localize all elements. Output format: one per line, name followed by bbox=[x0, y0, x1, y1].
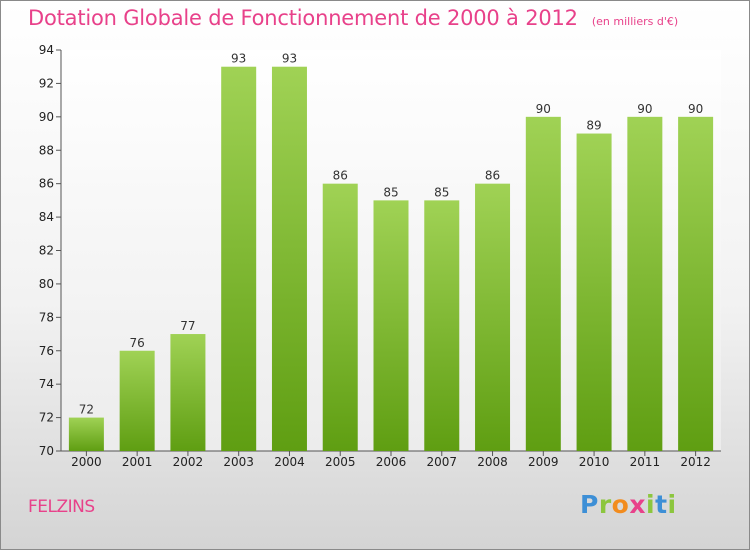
data-labels-group: 72 76 77 93 93 86 85 85 86 90 89 90 90 bbox=[79, 52, 704, 417]
y-tick-label: 70 bbox=[39, 444, 54, 458]
data-label-2011: 90 bbox=[637, 102, 652, 116]
data-label-2001: 76 bbox=[130, 336, 145, 350]
data-label-2003: 93 bbox=[231, 52, 246, 66]
data-label-2010: 89 bbox=[586, 119, 601, 133]
data-label-2006: 85 bbox=[383, 185, 398, 199]
bar-2000 bbox=[68, 417, 104, 451]
x-tick-label: 2011 bbox=[630, 455, 661, 469]
chart-title: Dotation Globale de Fonctionnement de 20… bbox=[28, 6, 678, 30]
bar-2010 bbox=[576, 133, 612, 451]
y-tick-label: 88 bbox=[39, 143, 54, 157]
chart-title-text: Dotation Globale de Fonctionnement de 20… bbox=[28, 6, 578, 30]
data-label-2004: 93 bbox=[282, 52, 297, 66]
x-tick-label: 2002 bbox=[173, 455, 204, 469]
x-tick-label: 2007 bbox=[426, 455, 457, 469]
x-tick-label: 2003 bbox=[223, 455, 254, 469]
y-tick-label: 82 bbox=[39, 244, 54, 258]
chart-subtitle: (en milliers d'€) bbox=[591, 15, 679, 28]
y-tick-label: 90 bbox=[39, 110, 54, 124]
bar-2012 bbox=[678, 116, 714, 451]
y-tick-label: 72 bbox=[39, 411, 54, 425]
bar-2005 bbox=[322, 183, 358, 451]
y-tick-label: 86 bbox=[39, 177, 54, 191]
bar-2003 bbox=[221, 66, 257, 451]
bar-2006 bbox=[373, 200, 409, 451]
y-tick-label: 84 bbox=[39, 210, 54, 224]
y-tick-label: 74 bbox=[39, 377, 54, 391]
x-tick-label: 2010 bbox=[579, 455, 610, 469]
bar-2011 bbox=[627, 116, 663, 451]
x-tick-label: 2005 bbox=[325, 455, 356, 469]
commune-name: FELZINS bbox=[28, 497, 95, 517]
y-axis: 70 72 74 76 78 80 82 84 86 88 90 92 94 bbox=[39, 43, 62, 458]
x-axis: 2000 2001 2002 2003 2004 2005 2006 2007 2008 2009… bbox=[61, 450, 721, 469]
logo-letter: P bbox=[580, 490, 599, 519]
data-label-2002: 77 bbox=[180, 319, 195, 333]
bar-2001 bbox=[119, 350, 155, 451]
y-tick-label: 78 bbox=[39, 310, 54, 324]
x-tick-label: 2012 bbox=[680, 455, 711, 469]
x-tick-label: 2000 bbox=[71, 455, 102, 469]
y-tick-label: 94 bbox=[39, 43, 54, 57]
data-label-2008: 86 bbox=[485, 169, 500, 183]
x-tick-label: 2009 bbox=[528, 455, 559, 469]
bar-2009 bbox=[525, 116, 561, 451]
bar-2008 bbox=[475, 183, 511, 451]
data-label-2000: 72 bbox=[79, 403, 94, 417]
logo-letter: x bbox=[629, 490, 646, 519]
bar-2007 bbox=[424, 200, 460, 451]
logo-letter: i bbox=[667, 490, 677, 519]
logo-letter: r bbox=[598, 490, 612, 519]
y-tick-label: 92 bbox=[39, 76, 54, 90]
logo-letter: o bbox=[611, 490, 630, 519]
x-tick-label: 2008 bbox=[477, 455, 508, 469]
data-label-2007: 85 bbox=[434, 185, 449, 199]
x-tick-label: 2004 bbox=[274, 455, 305, 469]
data-label-2009: 90 bbox=[536, 102, 551, 116]
data-label-2005: 86 bbox=[333, 169, 348, 183]
bar-2004 bbox=[271, 66, 307, 451]
x-tick-label: 2006 bbox=[376, 455, 407, 469]
y-tick-label: 80 bbox=[39, 277, 54, 291]
logo-letter: i bbox=[646, 490, 656, 519]
proxiti-logo: Proxiti bbox=[580, 490, 677, 519]
y-tick-label: 76 bbox=[39, 344, 54, 358]
data-label-2012: 90 bbox=[688, 102, 703, 116]
bar-2002 bbox=[170, 334, 206, 451]
logo-letter: t bbox=[655, 490, 668, 519]
bars-group bbox=[68, 66, 714, 451]
x-tick-label: 2001 bbox=[122, 455, 153, 469]
